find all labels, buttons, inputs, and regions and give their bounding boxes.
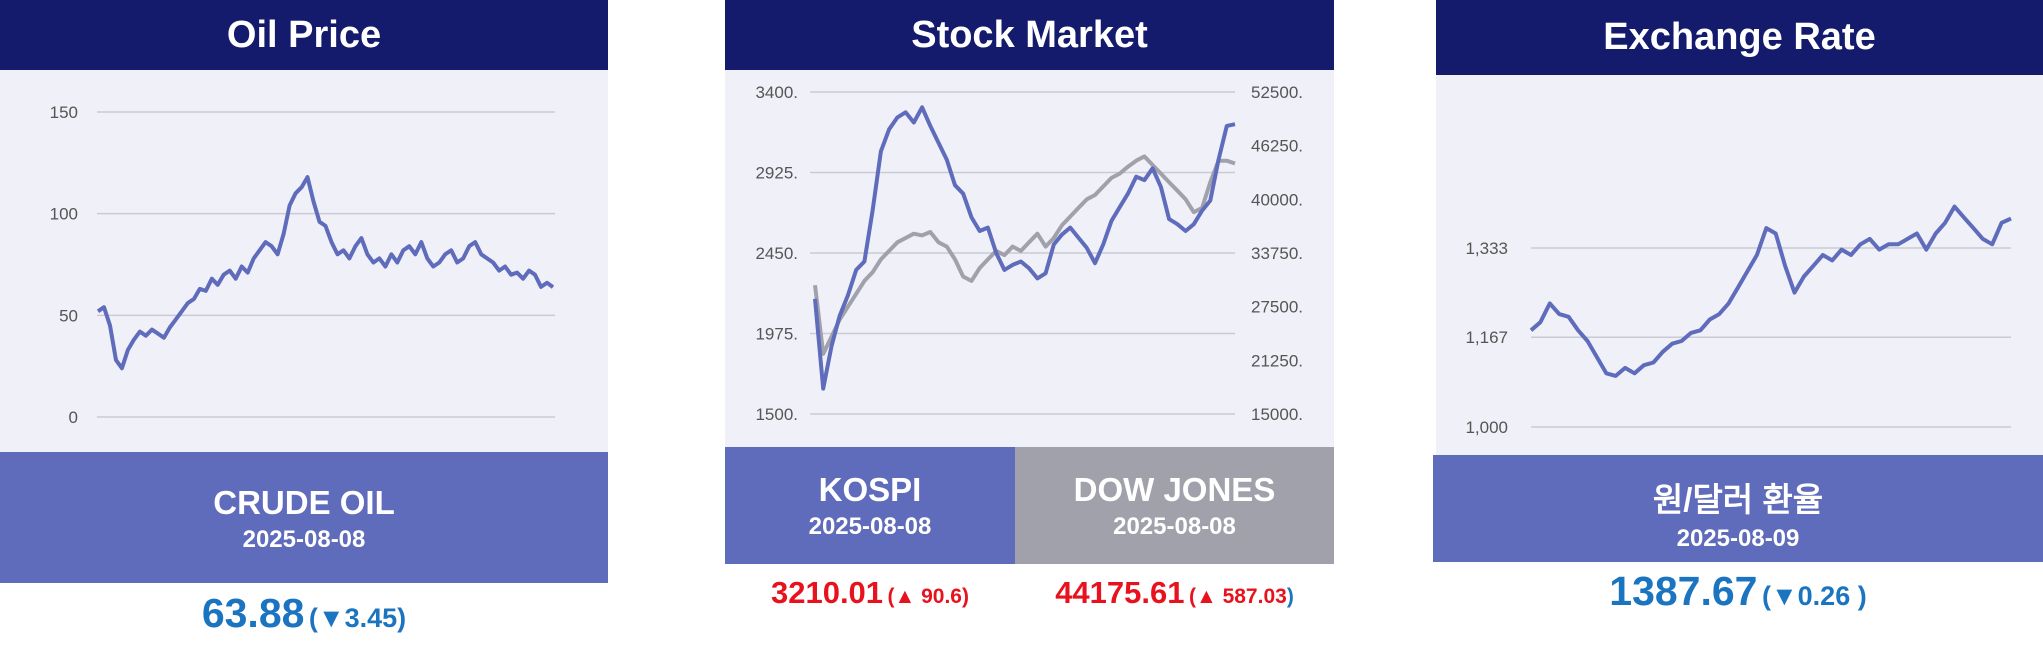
stock-title: Stock Market <box>911 13 1148 56</box>
y2-tick-label: 40000. <box>1251 190 1303 209</box>
oil-change: ▼3.45 <box>317 603 398 633</box>
series-line-kospi <box>813 105 1236 391</box>
dow-change-close: ) <box>1286 585 1294 608</box>
y-tick-label: 100 <box>50 205 78 224</box>
oil-band: CRUDE OIL 2025-08-08 <box>0 452 608 583</box>
dow-price-row: 44175.61 (▲ 587.03) <box>1015 575 1334 611</box>
oil-date: 2025-08-08 <box>242 526 366 553</box>
y2-tick-label: 15000. <box>1251 405 1303 424</box>
y2-tick-label: 27500. <box>1251 298 1303 317</box>
fx-band: 원/달러 환율 2025-08-09 <box>1433 455 2043 562</box>
stock-header: Stock Market <box>725 0 1334 70</box>
fx-chart: 1,333 1,167 1,000 <box>1465 204 2012 437</box>
oil-price-row: 63.88 (▼3.45) <box>0 590 608 637</box>
y-tick-label: 1975. <box>755 325 798 344</box>
fx-change-close: ) <box>1850 581 1867 611</box>
y-tick-label: 150 <box>50 103 78 122</box>
oil-panel: Oil Price 150 100 50 0 CRUDE OIL 2025-08-08… <box>0 0 608 667</box>
fx-price-row: 1387.67 (▼0.26 ) <box>1433 568 2043 615</box>
fx-change: ▼0.26 <box>1770 581 1851 611</box>
kospi-price: 3210.01 <box>770 575 884 610</box>
kospi-change-close: ) <box>962 585 969 608</box>
y2-tick-label: 52500. <box>1251 83 1303 102</box>
stock-chart: 3400. 2925. 2450. 1975. 1500. 52500. 46250. 400… <box>755 83 1303 424</box>
dow-change: ▲ 587.03 <box>1195 585 1287 608</box>
y-tick-label: 3400. <box>755 83 798 102</box>
dow-change-open: ( <box>1188 585 1196 608</box>
series-line-- <box>1529 204 2012 378</box>
oil-price: 63.88 <box>201 590 305 636</box>
oil-plot: 150 100 50 0 <box>0 70 608 452</box>
y-tick-label: 1,000 <box>1465 418 1508 437</box>
stock-plot: 3400. 2925. 2450. 1975. 1500. 52500. 46250. 400… <box>725 70 1334 447</box>
fx-header: Exchange Rate <box>1436 0 2043 75</box>
dow-price: 44175.61 <box>1055 575 1185 610</box>
y2-tick-label: 46250. <box>1251 137 1303 156</box>
dow-name: DOW JONES <box>1073 470 1276 508</box>
oil-name: CRUDE OIL <box>213 484 395 521</box>
oil-change-close: ) <box>397 603 407 633</box>
series-line-crude-oil <box>96 175 555 371</box>
dow-band: DOW JONES 2025-08-08 <box>1015 447 1334 564</box>
fx-panel: Exchange Rate 1,333 1,167 1,000 원/달러 환율 20… <box>1433 0 2043 667</box>
y-tick-label: 1500. <box>755 405 798 424</box>
kospi-change: ▲ 90.6 <box>894 585 963 608</box>
series-line-dow-jones <box>813 154 1236 356</box>
fx-date: 2025-08-09 <box>1676 525 1800 552</box>
fx-name: 원/달러 환율 <box>1652 481 1824 518</box>
oil-change-open: ( <box>308 603 318 633</box>
fx-title: Exchange Rate <box>1603 16 1876 58</box>
y-tick-label: 1,167 <box>1465 328 1508 347</box>
stock-panel: Stock Market 3400. 2925. 2450. 1975. 1500. 52… <box>725 0 1334 667</box>
kospi-date: 2025-08-08 <box>808 512 932 540</box>
y2-tick-label: 33750. <box>1251 244 1303 263</box>
oil-title: Oil Price <box>226 13 382 56</box>
y2-tick-label: 21250. <box>1251 351 1303 370</box>
kospi-band: KOSPI 2025-08-08 <box>725 447 1015 564</box>
fx-change-open: ( <box>1761 581 1771 611</box>
kospi-price-row: 3210.01 (▲ 90.6) <box>725 575 1015 611</box>
fx-plot: 1,333 1,167 1,000 <box>1436 75 2043 455</box>
kospi-change-open: ( <box>887 585 895 608</box>
oil-chart: 150 100 50 0 <box>50 103 555 427</box>
y-tick-label: 2925. <box>755 164 798 183</box>
stock-band: KOSPI 2025-08-08 DOW JONES 2025-08-08 <box>725 447 1334 564</box>
y-tick-label: 50 <box>59 306 78 325</box>
y-tick-label: 1,333 <box>1465 239 1508 258</box>
kospi-name: KOSPI <box>818 470 922 508</box>
fx-price: 1387.67 <box>1609 568 1758 614</box>
y-tick-label: 2450. <box>755 244 798 263</box>
y-tick-label: 0 <box>69 408 78 427</box>
oil-header: Oil Price <box>0 0 608 70</box>
dow-date: 2025-08-08 <box>1113 512 1236 540</box>
